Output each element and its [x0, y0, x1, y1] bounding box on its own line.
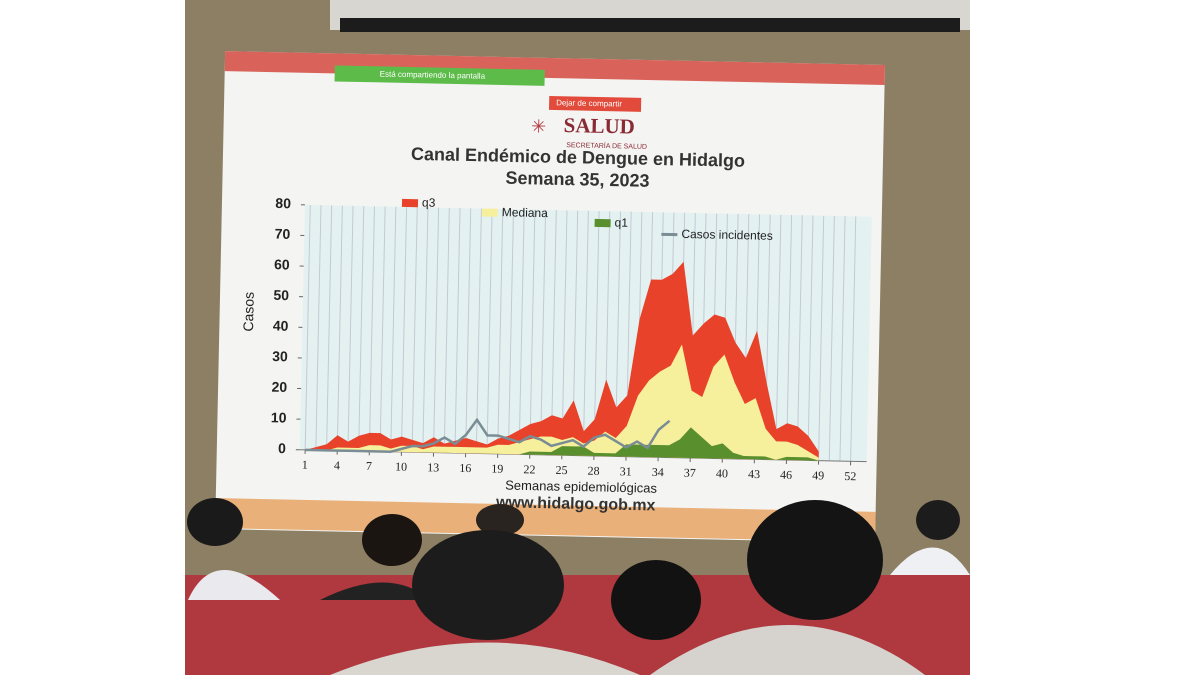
- y-tick-label: 50: [273, 287, 289, 303]
- x-tick-label: 19: [491, 462, 503, 476]
- y-tick-label: 60: [274, 256, 290, 272]
- screen: Está compartiendo la pantalla Dejar de c…: [215, 51, 885, 543]
- legend-label: Casos incidentes: [681, 227, 773, 243]
- person-head: [412, 530, 564, 640]
- y-tick-label: 0: [278, 440, 286, 456]
- x-tick-label: 4: [334, 458, 340, 472]
- legend-swatch: [482, 209, 498, 217]
- x-tick-label: 7: [366, 459, 372, 473]
- legend-swatch: [402, 199, 418, 207]
- x-tick-label: 25: [555, 463, 567, 477]
- y-tick-label: 40: [273, 317, 289, 333]
- x-tick-label: 13: [427, 460, 439, 474]
- x-tick-label: 37: [684, 466, 696, 480]
- plot: 0 10 20 30 40 50 60 70 80 1 4 7 10 13 16 19 22 25 28 31 34 37…: [270, 192, 872, 483]
- x-tick-label: 22: [523, 462, 535, 476]
- x-axis-label: Semanas epidemiológicas: [505, 478, 658, 496]
- x-tick-label: 46: [780, 468, 792, 482]
- y-tick-label: 20: [271, 379, 287, 395]
- x-tick-label: 40: [716, 466, 728, 480]
- x-tick-label: 10: [395, 460, 407, 474]
- y-tick-label: 30: [272, 348, 288, 364]
- x-tick-label: 1: [302, 458, 308, 472]
- x-tick-label: 49: [812, 468, 824, 482]
- logo-title: SALUD: [563, 113, 635, 138]
- legend-label: q3: [422, 195, 436, 209]
- stop-button-label[interactable]: Dejar de compartir: [556, 98, 622, 108]
- legend-label: q1: [614, 216, 628, 230]
- y-tick-label: 10: [271, 409, 287, 425]
- projector-case: [340, 18, 960, 32]
- person-head: [747, 500, 883, 620]
- person-head: [916, 500, 960, 540]
- person-head: [362, 514, 422, 566]
- x-tick-label: 52: [844, 469, 856, 483]
- x-tick-label: 43: [748, 467, 760, 481]
- x-tick-label: 31: [620, 464, 632, 478]
- person-head: [611, 560, 701, 640]
- chart-subtitle: Semana 35, 2023: [505, 168, 649, 191]
- y-tick-label: 70: [275, 226, 291, 242]
- legend-label: Mediana: [502, 205, 549, 220]
- legend-swatch: [595, 219, 611, 227]
- x-tick-label: 16: [459, 461, 471, 475]
- y-tick-label: 80: [275, 195, 291, 211]
- x-tick-label: 34: [652, 465, 664, 479]
- x-tick-label: 28: [587, 464, 599, 478]
- person-head: [187, 498, 243, 546]
- logo-icon: ✳: [531, 116, 547, 136]
- y-axis-label: Casos: [240, 292, 257, 332]
